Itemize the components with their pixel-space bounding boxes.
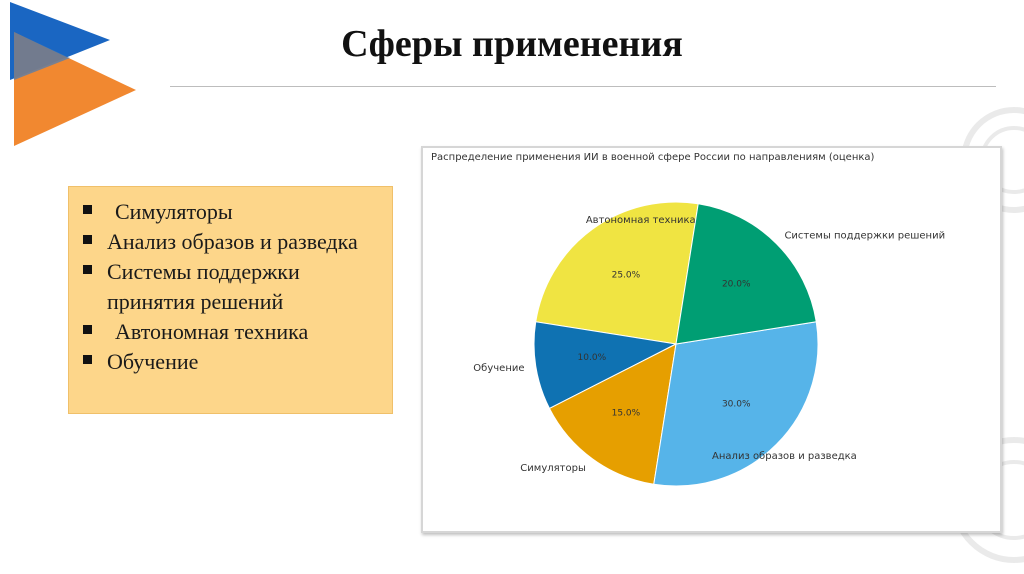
bullet-item: Автономная техника (83, 317, 382, 347)
bullet-item: Системы поддержки принятия решений (83, 257, 382, 317)
bullet-list: Симуляторы Анализ образов и разведка Сис… (83, 197, 382, 377)
square-bullet-icon (83, 205, 92, 214)
chart-title: Распределение применения ИИ в военной сф… (431, 152, 875, 163)
square-bullet-icon (83, 325, 92, 334)
page-title: Сферы применения (341, 23, 683, 65)
square-bullet-icon (83, 355, 92, 364)
bullet-item: Обучение (83, 347, 382, 377)
slice-percent-label: 30.0% (722, 400, 751, 410)
bullet-item: Симуляторы (83, 197, 382, 227)
slice-percent-label: 10.0% (578, 353, 607, 363)
title-divider (170, 86, 996, 87)
logo (10, 2, 136, 146)
bullet-item: Анализ образов и разведка (83, 227, 382, 257)
square-bullet-icon (83, 265, 92, 274)
pie-chart: 25.0% Автономная техника 10.0% Обучение 15.0… (473, 201, 945, 487)
pie-slice (533, 321, 678, 410)
slice-category-label: Обучение (473, 363, 524, 374)
slice-category-label: Системы поддержки решений (784, 231, 945, 242)
slice-category-label: Симуляторы (520, 463, 586, 474)
chart-frame: 25.0% Автономная техника 10.0% Обучение 15.0… (421, 146, 1002, 533)
slice-percent-label: 15.0% (612, 408, 641, 418)
slice-category-label: Анализ образов и разведка (712, 451, 857, 462)
square-bullet-icon (83, 235, 92, 244)
pie-slice (675, 203, 817, 345)
pie-slice (535, 201, 699, 345)
pie-slice (548, 343, 677, 485)
bullet-list-box: Симуляторы Анализ образов и разведка Сис… (68, 186, 393, 414)
slice-percent-label: 25.0% (612, 271, 641, 281)
slice-category-label: Автономная техника (586, 215, 696, 226)
slice-percent-label: 20.0% (722, 279, 751, 289)
pie-slice (653, 321, 819, 487)
